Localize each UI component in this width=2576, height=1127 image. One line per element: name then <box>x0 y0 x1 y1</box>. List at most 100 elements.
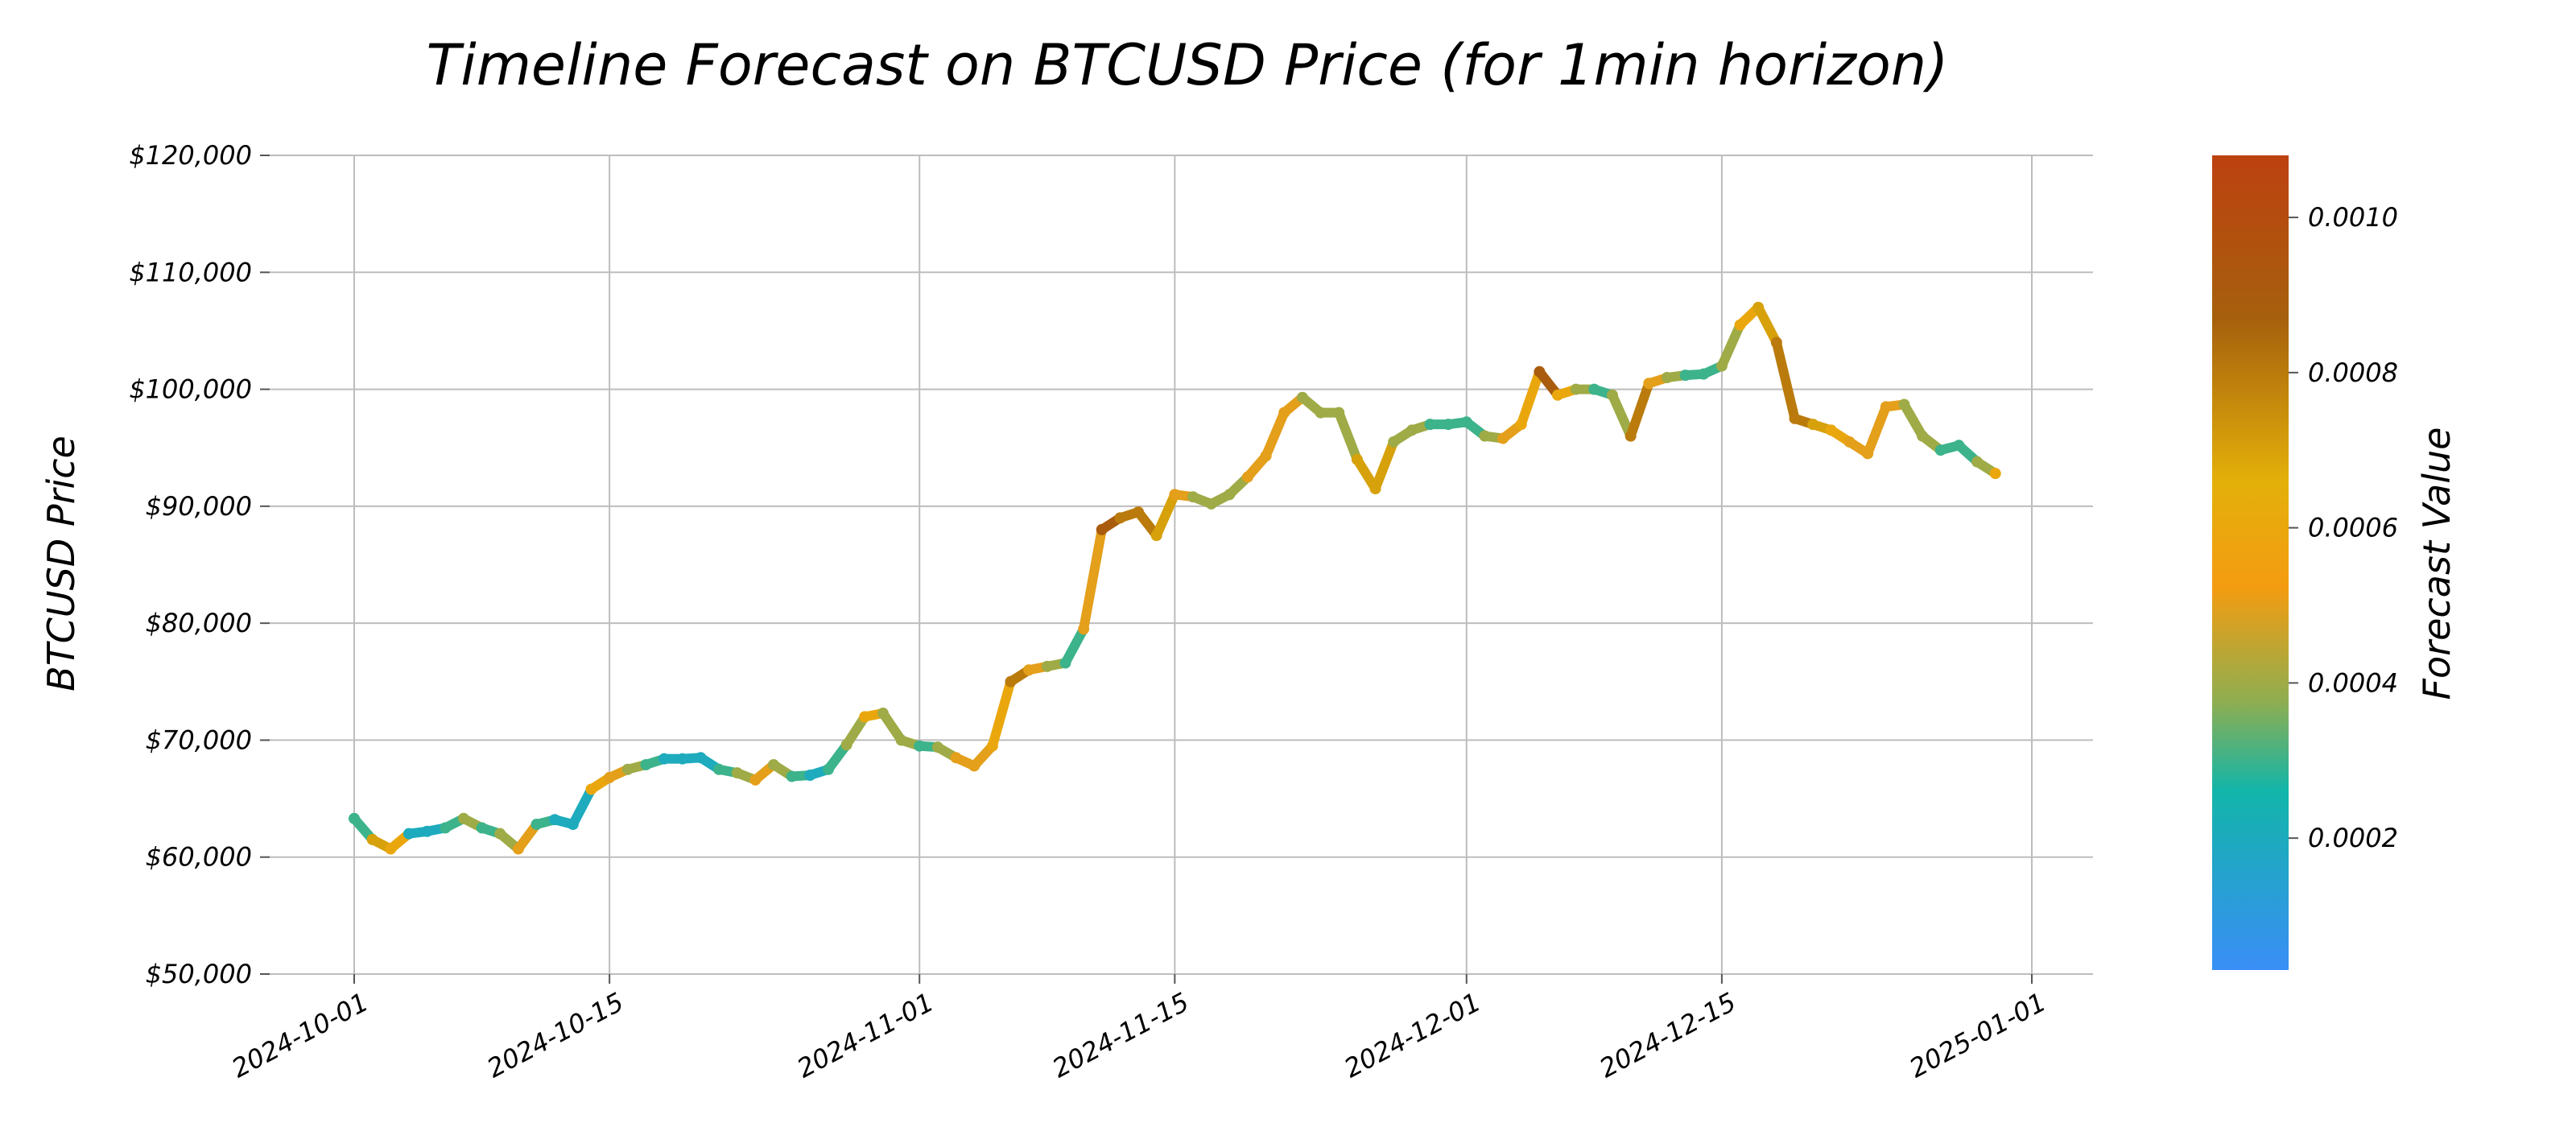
price-point <box>1624 430 1637 442</box>
x-tick-label: 2024-11-15 <box>1047 987 1194 1084</box>
price-point <box>1443 419 1455 431</box>
price-point <box>1534 365 1546 378</box>
price-point <box>1333 407 1345 419</box>
price-point <box>494 828 506 840</box>
price-point <box>1789 412 1801 424</box>
price-segment <box>1608 390 1636 441</box>
y-tick-label: $50,000 <box>146 959 252 989</box>
colorbar-tick-label: 0.0010 <box>2308 202 2398 233</box>
price-point <box>1260 450 1272 462</box>
price-point <box>1989 468 2001 480</box>
price-point <box>1734 319 1746 331</box>
price-segment <box>1060 624 1089 668</box>
y-tick-label: $60,000 <box>146 842 252 873</box>
price-point <box>950 752 962 764</box>
price-point <box>1588 383 1600 395</box>
price-series <box>349 301 2001 855</box>
y-axis-label: BTCUSD Price <box>39 436 83 691</box>
price-point <box>749 774 762 786</box>
gridlines <box>270 155 2093 975</box>
y-tick-label: $120,000 <box>129 140 252 171</box>
price-point <box>585 783 597 795</box>
y-tick-label: $90,000 <box>146 491 252 522</box>
price-point <box>1041 660 1053 672</box>
price-segment <box>1261 407 1290 461</box>
price-segment <box>987 676 1016 751</box>
price-point <box>1862 448 1874 460</box>
price-point <box>1479 430 1491 442</box>
x-tick-label: 2025-01-01 <box>1905 987 2051 1084</box>
price-point <box>658 753 671 765</box>
price-segment <box>1151 489 1180 541</box>
price-point <box>1369 483 1381 495</box>
colorbar-tick-label: 0.0004 <box>2308 667 2398 698</box>
price-point <box>877 708 889 720</box>
price-point <box>549 814 561 826</box>
colorbar <box>2212 155 2289 970</box>
price-point <box>859 711 871 723</box>
price-point <box>768 758 779 770</box>
price-point <box>1570 383 1582 395</box>
price-point <box>1497 432 1509 444</box>
x-tick-label: 2024-12-01 <box>1339 987 1485 1084</box>
price-segment <box>1370 436 1399 494</box>
price-point <box>676 753 688 765</box>
price-segment <box>1771 337 1800 423</box>
price-point <box>931 741 943 753</box>
price-point <box>1934 444 1946 456</box>
price-point <box>1278 407 1290 419</box>
x-axis: 2024-10-01 2024-10-15 2024-11-01 2024-11-15… <box>227 974 2051 1084</box>
price-point <box>366 833 378 845</box>
y-tick-label: $100,000 <box>129 374 252 405</box>
price-point <box>1351 453 1363 465</box>
price-point <box>986 740 998 752</box>
price-point <box>640 758 652 770</box>
price-point <box>1460 416 1472 428</box>
x-tick-label: 2024-12-15 <box>1595 987 1741 1084</box>
price-point <box>1005 675 1017 687</box>
price-point <box>1187 491 1199 503</box>
price-point <box>1898 398 1910 411</box>
price-point <box>1096 523 1108 535</box>
price-segment <box>1899 399 1928 441</box>
price-point <box>1825 424 1837 436</box>
price-point <box>1661 372 1673 384</box>
price-point <box>385 843 397 855</box>
price-segment <box>1079 524 1107 634</box>
price-point <box>1715 360 1728 372</box>
price-point <box>512 843 524 855</box>
price-segment <box>1716 320 1745 371</box>
price-point <box>530 819 543 831</box>
price-point <box>1643 378 1655 390</box>
price-point <box>1917 430 1929 442</box>
price-segment <box>1334 407 1362 464</box>
price-point <box>440 822 452 834</box>
colorbar-tick-label: 0.0006 <box>2308 513 2398 543</box>
price-point <box>421 825 433 837</box>
price-point <box>1241 471 1253 483</box>
y-tick-label: $110,000 <box>129 257 252 287</box>
colorbar-tick-label: 0.0002 <box>2308 823 2398 853</box>
price-point <box>1169 489 1181 501</box>
price-point <box>1296 391 1308 403</box>
price-point <box>402 828 415 840</box>
price-point <box>1515 419 1527 431</box>
price-point <box>349 812 360 824</box>
x-tick-label: 2024-10-15 <box>482 987 629 1084</box>
price-point <box>895 734 907 746</box>
price-point <box>914 740 926 752</box>
price-segment <box>1863 402 1891 459</box>
price-segment <box>568 784 597 830</box>
y-tick-label: $80,000 <box>146 608 252 638</box>
price-point <box>1315 407 1327 419</box>
price-point <box>1843 436 1856 448</box>
price-point <box>1133 506 1145 518</box>
price-point <box>1023 664 1035 676</box>
price-point <box>968 760 980 772</box>
price-point <box>1388 436 1400 448</box>
price-point <box>1953 440 1965 452</box>
colorbar-tick-label: 0.0008 <box>2308 357 2398 388</box>
price-point <box>1971 456 1984 468</box>
price-point <box>1078 623 1090 635</box>
